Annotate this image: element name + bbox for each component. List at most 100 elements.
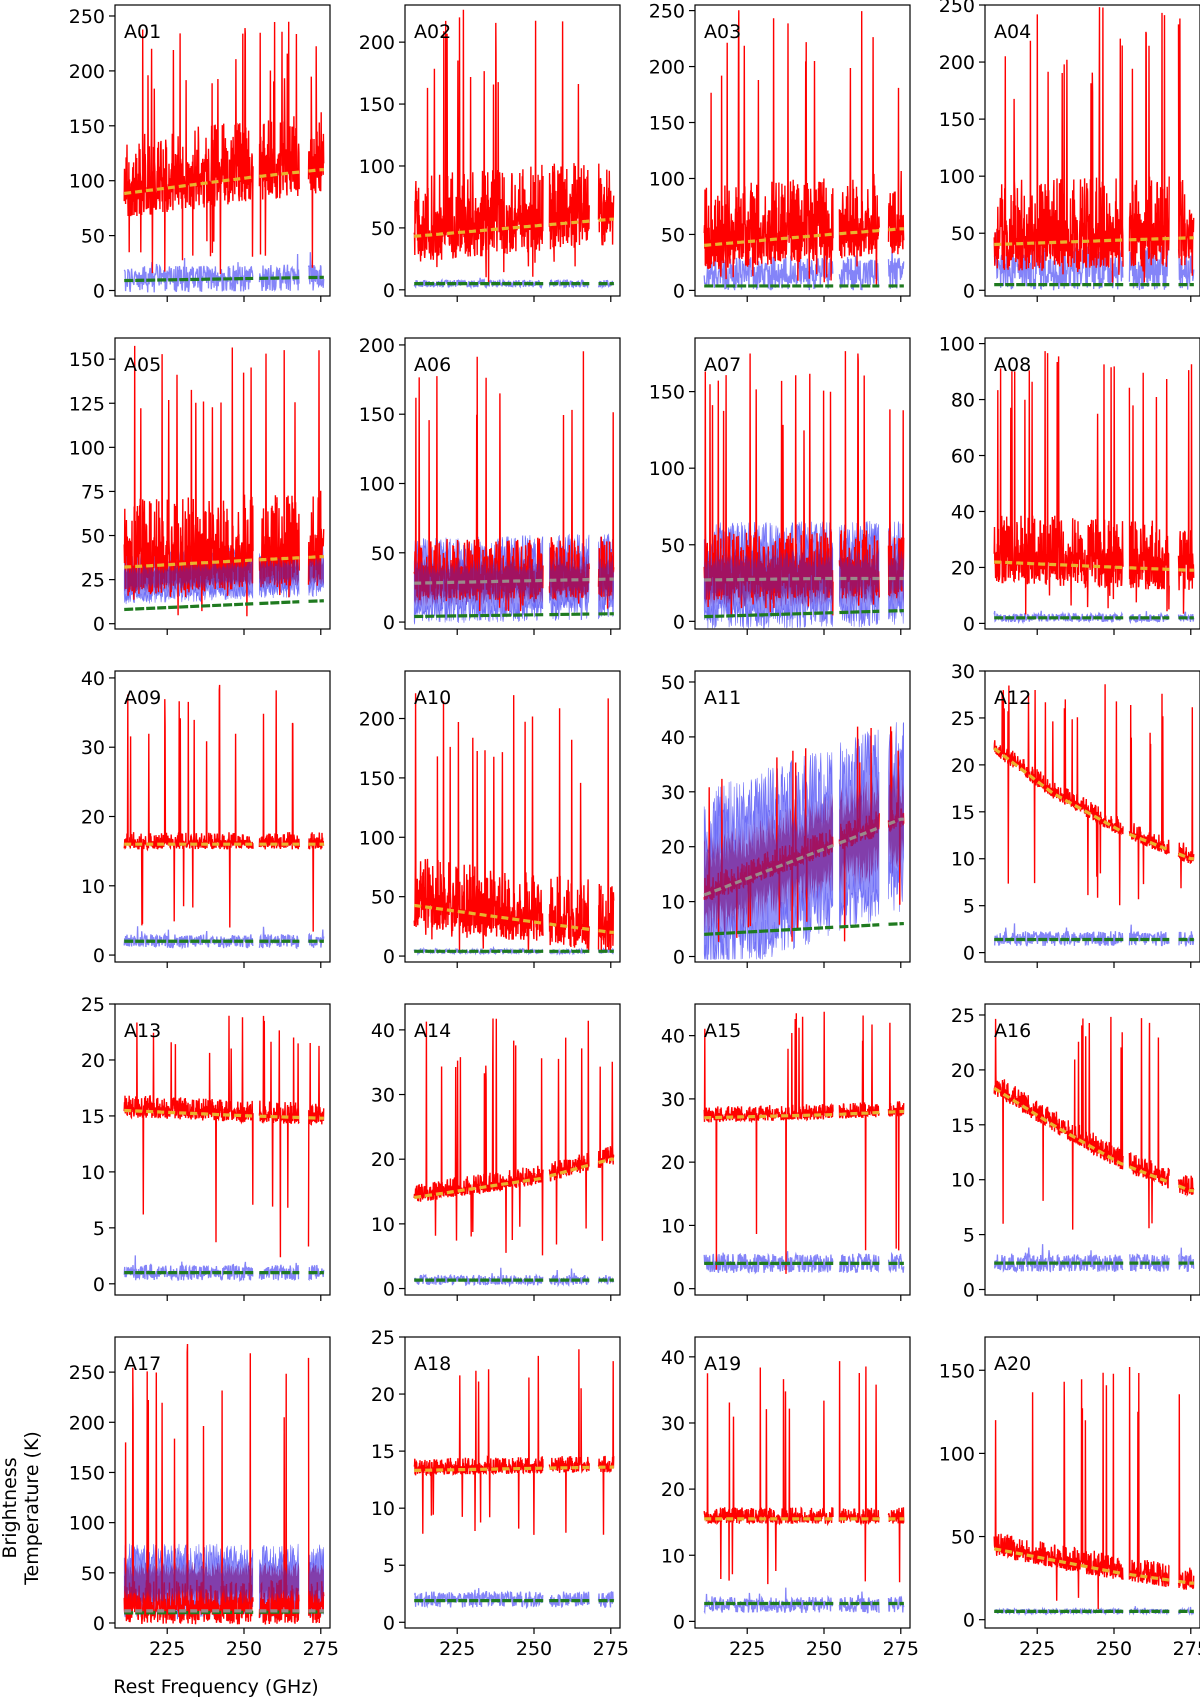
observed-spectrum [307,832,325,932]
y-tick-label: 0 [383,280,395,302]
plot-area [703,351,905,629]
panel-frame [114,337,331,630]
y-tick-label: 200 [359,709,395,731]
y-tick-label: 50 [951,1527,975,1549]
secondary-spectrum [307,252,325,291]
panel-label: A01 [124,21,161,43]
secondary-model-line [124,276,254,283]
secondary-spectrum [548,1591,590,1609]
overlap-band [704,546,833,609]
panel-frame [114,670,331,963]
observed-spectrum [1177,1394,1195,1590]
y-tick-label: 20 [371,1149,395,1171]
secondary-spectrum [994,923,1124,947]
y-tick-label: 100 [359,156,395,178]
panel-frame [694,1003,911,1296]
secondary-spectrum [414,1267,544,1288]
secondary-model-line [704,611,834,619]
primary-model-line [839,1110,880,1116]
secondary-spectrum [703,1587,834,1615]
y-tick-label: 80 [951,390,975,412]
panel-a19: 0 10 20 30 40 225 250 275 A19 [661,1336,919,1660]
observed-spectrum [597,698,615,952]
y-tick-label: 5 [963,896,975,918]
observed-spectrum [993,1372,1124,1610]
panel-a12: 0 5 10 15 20 25 30 A12 [951,661,1200,968]
observed-spectrum [993,7,1124,283]
y-tick-label: 125 [69,393,105,415]
panel-label: A14 [414,1020,451,1042]
secondary-spectrum [703,1251,834,1275]
primary-model-line [1129,1572,1170,1582]
y-tick-label: 40 [661,1347,685,1369]
y-tick-label: 50 [81,226,105,248]
panel-label: A03 [704,21,741,43]
panel-label: A18 [414,1353,451,1375]
panel-a08: 0 20 40 60 80 100 A08 [939,334,1200,635]
y-tick-label: 0 [673,947,685,969]
y-tick-label: 40 [661,1026,685,1048]
panel-frame [694,670,911,963]
y-tick-label: 10 [661,892,685,914]
plot-area [993,684,1195,948]
panel-label: A04 [994,21,1031,43]
observed-spectrum [597,1361,615,1535]
primary-model-line [703,844,834,897]
panel-a11: 0 10 20 30 40 50 A11 [661,670,911,969]
y-tick-label: 100 [69,171,105,193]
x-tick-label: 250 [516,1638,552,1660]
y-tick-label: 25 [81,570,105,592]
panel-frame [984,670,1200,963]
panel-a03: 0 50 100 150 200 250 A03 [649,1,911,302]
primary-model-line [549,219,590,227]
primary-model-line [1178,1579,1194,1585]
y-tick-label: 200 [69,61,105,83]
panel-label: A05 [124,354,161,376]
y-tick-label: 50 [371,543,395,565]
panel-label: A15 [704,1020,741,1042]
plot-area [703,1361,905,1615]
x-tick-label: 250 [1096,1638,1132,1660]
secondary-spectrum [838,255,880,291]
y-tick-label: 100 [359,474,395,496]
panel-a07: 0 50 100 150 A07 [649,337,911,635]
y-tick-label: 150 [939,1360,975,1382]
y-tick-label: 0 [963,613,975,635]
y-tick-label: 10 [81,876,105,898]
y-tick-label: 10 [661,1215,685,1237]
primary-model-line [259,1114,300,1120]
panel-frame [404,1003,621,1296]
panel-label: A10 [414,687,451,709]
observed-spectrum [838,1015,880,1251]
secondary-spectrum [887,242,905,289]
primary-model-line [259,170,300,178]
panel-a18: 0 5 10 15 20 25 225 250 275 A18 [371,1327,629,1660]
y-tick-label: 150 [649,113,685,135]
y-tick-label: 0 [93,281,105,303]
y-tick-label: 0 [383,612,395,634]
primary-model-line [838,826,880,845]
x-axis-title: Rest Frequency (GHz) [113,1676,318,1698]
primary-model-line [888,227,904,232]
secondary-spectrum [994,1244,1124,1274]
secondary-spectrum [123,1255,254,1282]
secondary-spectrum [414,1588,544,1610]
panel-a09: 0 10 20 30 40 A09 [81,668,331,968]
y-tick-label: 20 [81,807,105,829]
y-tick-label: 5 [383,1555,395,1577]
observed-spectrum [258,350,300,598]
y-tick-label: 5 [93,1218,105,1240]
primary-model-line [548,1163,590,1178]
overlap-band [124,1561,253,1604]
primary-model-line [1129,566,1170,571]
observed-spectrum [1128,1018,1170,1229]
secondary-model-line [259,600,300,606]
plot-area [123,345,325,617]
y-tick-label: 20 [951,755,975,777]
primary-model-line [1128,1165,1170,1184]
observed-spectrum [1177,18,1195,276]
secondary-spectrum [1177,1247,1195,1272]
overlap-band [598,554,614,602]
overlap-band [549,554,589,603]
observed-spectrum [307,350,325,586]
